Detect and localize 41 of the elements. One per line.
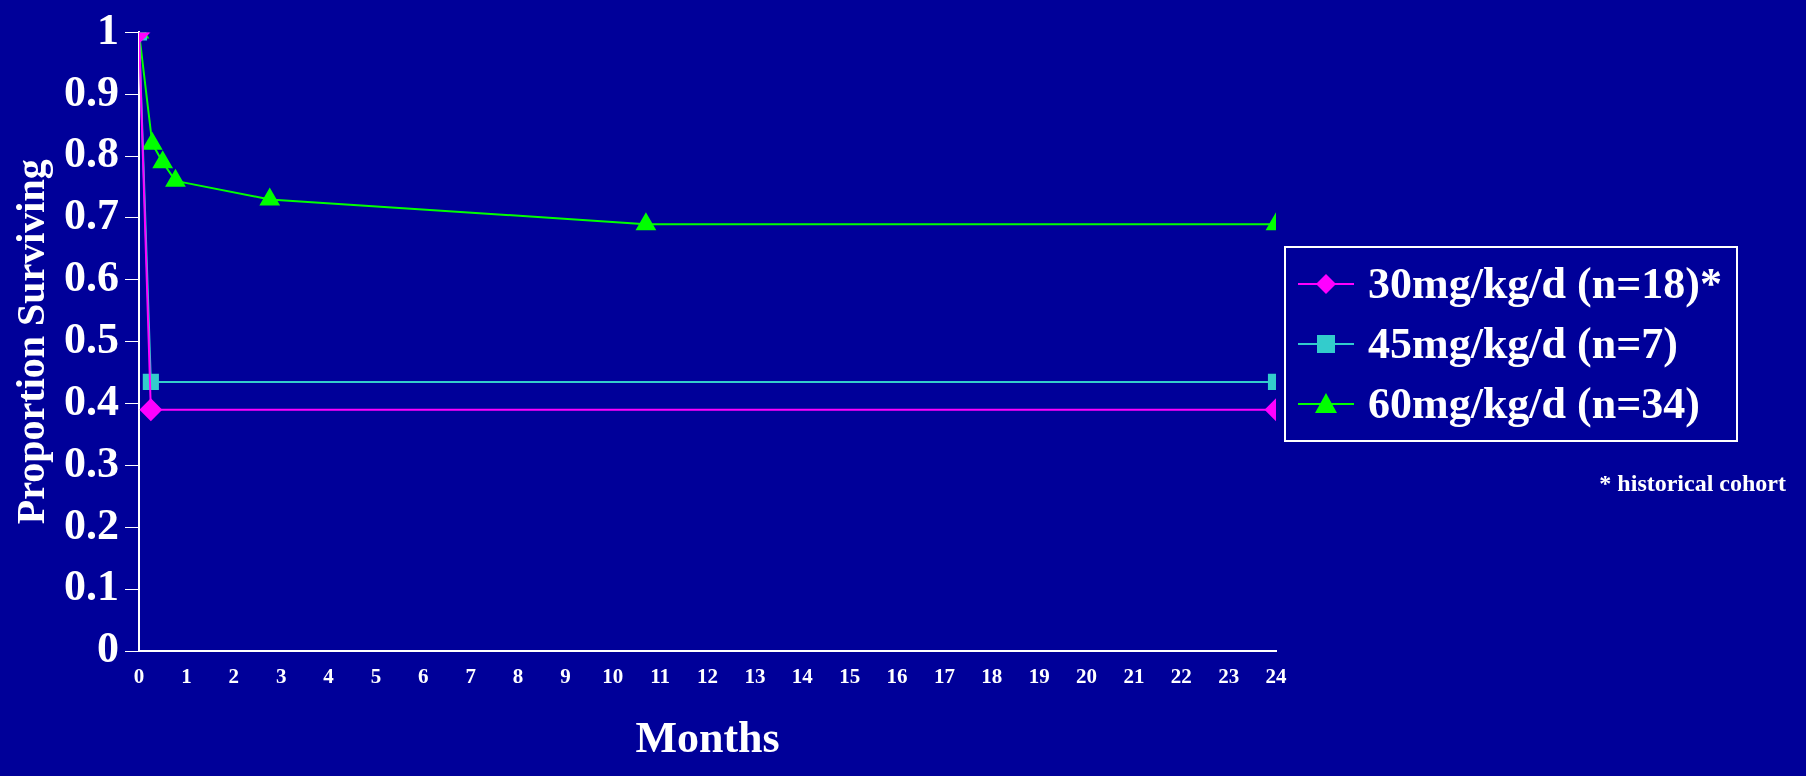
x-tick-label: 15	[839, 664, 861, 689]
x-tick-label: 22	[1170, 664, 1192, 689]
y-tick-label: 0.5	[64, 314, 119, 364]
x-tick-label: 3	[275, 664, 287, 689]
x-tick-label: 20	[1076, 664, 1097, 689]
x-tick-label: 7	[465, 664, 476, 689]
x-tick-label: 21	[1123, 664, 1145, 689]
x-tick-label: 8	[512, 664, 524, 689]
x-tick-label: 13	[744, 664, 766, 689]
y-tick-label: 0.4	[64, 375, 119, 425]
x-tick-label: 0	[133, 664, 145, 689]
x-tick-label: 12	[697, 664, 718, 689]
y-tick-label: 0.8	[64, 128, 119, 178]
x-tick-label: 11	[650, 664, 671, 689]
x-tick-label: 18	[981, 664, 1003, 689]
x-tick-label: 5	[370, 664, 382, 689]
legend-label: 45mg/kg/d (n=7)	[1368, 318, 1678, 370]
y-tick-label: 0.9	[64, 66, 119, 116]
y-tick-label: 0.1	[64, 561, 119, 611]
x-tick-label: 14	[791, 664, 814, 689]
x-tick-label: 2	[228, 664, 239, 689]
x-tick-label: 10	[602, 664, 624, 689]
y-axis-title: Proportion Surviving	[8, 159, 54, 525]
legend-label: 60mg/kg/d (n=34)	[1368, 378, 1700, 430]
x-tick-label: 19	[1028, 664, 1050, 689]
legend-label: 30mg/kg/d (n=18)*	[1368, 258, 1722, 310]
x-tick-label: 9	[560, 664, 571, 689]
x-tick-label: 24	[1265, 664, 1287, 689]
y-tick-label: 0.7	[64, 190, 119, 240]
y-tick-label: 0.6	[64, 252, 119, 302]
y-tick-label: 1	[97, 4, 119, 54]
x-tick-label: 1	[181, 664, 192, 689]
y-tick-label: 0.3	[64, 437, 119, 487]
x-tick-label: 23	[1218, 664, 1240, 689]
x-tick-label: 4	[323, 664, 335, 689]
x-tick-label: 6	[418, 664, 429, 689]
x-tick-label: 16	[886, 664, 908, 689]
y-tick-label: 0.2	[64, 499, 119, 549]
text: * historical cohort	[1599, 470, 1786, 497]
x-axis-title: Months	[635, 712, 780, 762]
x-tick-label: 17	[933, 664, 955, 689]
